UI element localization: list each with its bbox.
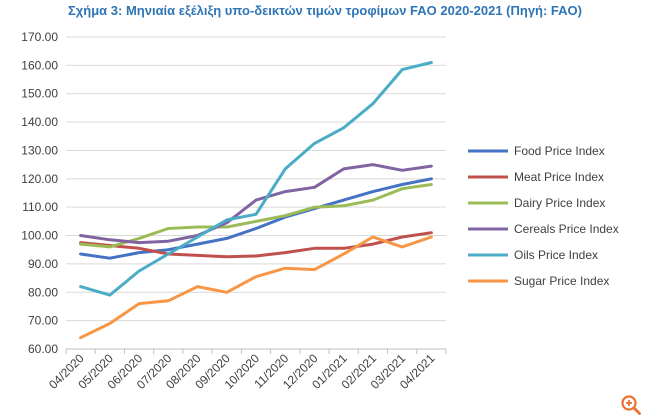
y-tick-label: 80.00: [28, 285, 58, 299]
legend-label: Oils Price Index: [514, 248, 598, 262]
y-tick-label: 90.00: [28, 257, 58, 271]
y-tick-label: 160.00: [21, 58, 58, 72]
y-tick-label: 100.00: [21, 229, 58, 243]
y-tick-label: 120.00: [21, 172, 58, 186]
zoom-in-icon[interactable]: [620, 394, 642, 416]
y-tick-label: 110.00: [22, 200, 58, 214]
y-tick-label: 150.00: [21, 87, 58, 101]
series-line-sugar-price-index: [79, 235, 433, 340]
y-tick-label: 60.00: [28, 342, 58, 356]
series-lines: [79, 61, 433, 340]
legend-item: Cereals Price Index: [468, 222, 619, 236]
legend-item: Meat Price Index: [468, 170, 604, 184]
series-line-food-price-index: [79, 177, 433, 260]
legend-label: Cereals Price Index: [514, 222, 619, 236]
y-tick-label: 130.00: [21, 143, 58, 157]
series-line-oils-price-index: [79, 61, 433, 297]
chart-title: Σχήμα 3: Μηνιαία εξέλιξη υπο-δεικτών τιμ…: [68, 3, 582, 18]
legend-item: Dairy Price Index: [468, 196, 605, 210]
series-line-dairy-price-index: [79, 183, 433, 249]
legend-item: Oils Price Index: [468, 248, 598, 262]
legend: Food Price Index Meat Price Index Dairy Pr…: [468, 144, 619, 288]
y-tick-label: 170.00: [21, 30, 58, 44]
legend-item: Sugar Price Index: [468, 274, 609, 288]
legend-item: Food Price Index: [468, 144, 605, 158]
legend-label: Food Price Index: [514, 144, 605, 158]
axes: 60.00 70.00 80.00 90.00 100.00 110.00 120.00 13…: [21, 30, 447, 392]
gridlines: [66, 36, 446, 322]
series-line-cereals-price-index: [79, 163, 433, 245]
y-tick-label: 70.00: [28, 314, 58, 328]
legend-label: Dairy Price Index: [514, 196, 605, 210]
legend-label: Sugar Price Index: [514, 274, 609, 288]
series-line-meat-price-index: [79, 231, 433, 259]
legend-label: Meat Price Index: [514, 170, 604, 184]
y-tick-label: 140.00: [21, 115, 58, 129]
